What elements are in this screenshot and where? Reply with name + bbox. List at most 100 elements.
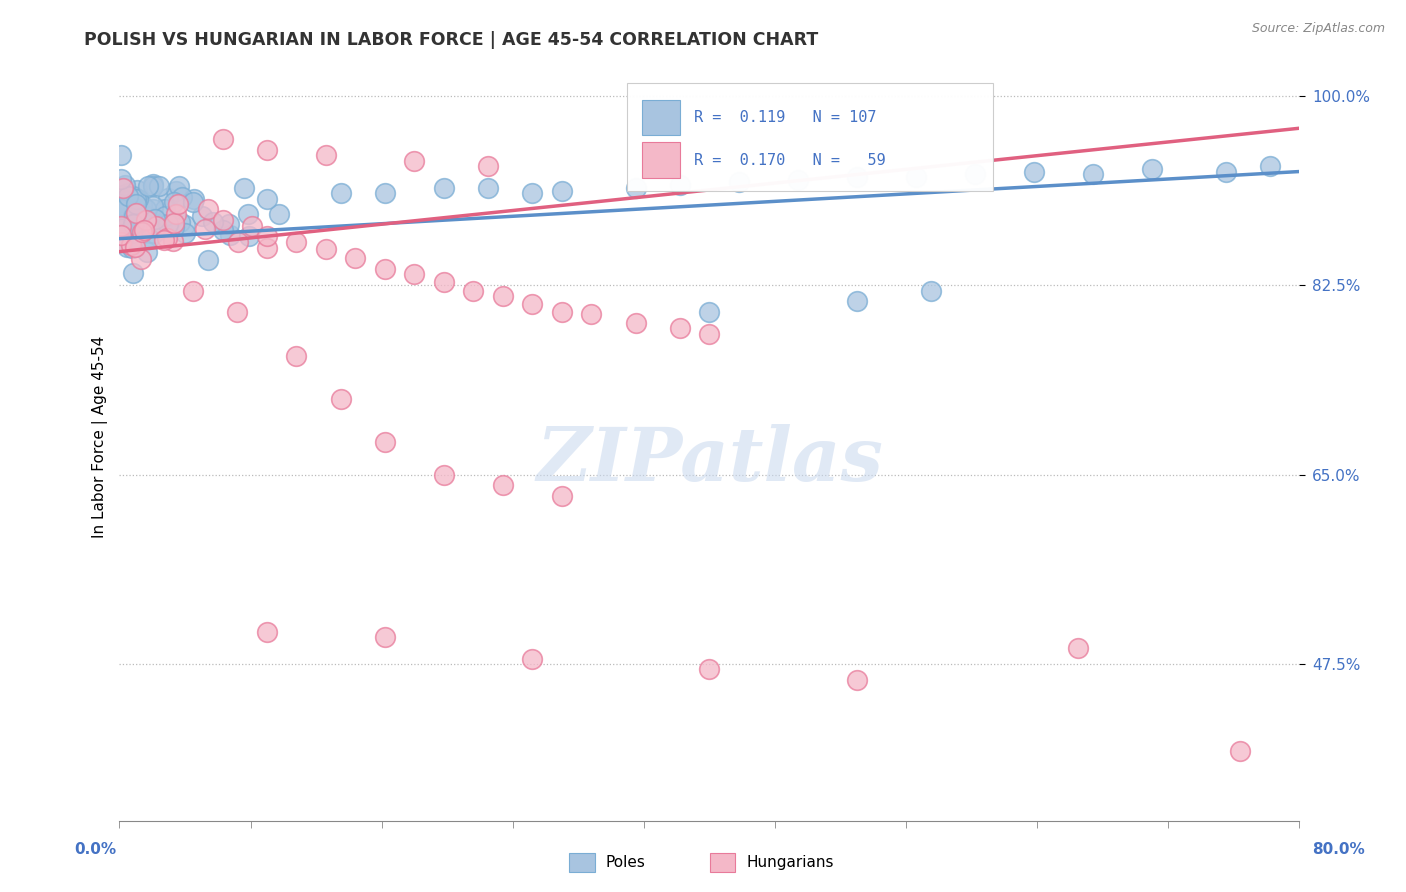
Point [169,215,191,229]
Point [142,198,165,212]
Point [135,209,157,223]
Point [699,663,721,677]
Point [477,159,499,173]
Point [153,209,176,223]
Point [153,233,176,247]
Text: 80.0%: 80.0% [1312,842,1365,856]
Point [433,181,456,195]
Point [522,651,544,665]
Point [114,211,136,225]
Point [112,199,135,213]
Point [699,326,721,341]
Point [1229,744,1251,758]
Point [173,226,195,240]
Point [285,235,308,249]
Point [131,198,153,212]
Point [110,204,132,219]
Point [197,202,219,217]
Point [581,307,603,321]
Point [845,673,868,688]
Point [165,207,187,221]
Point [315,243,337,257]
Point [125,218,148,232]
Point [129,215,152,229]
Point [174,218,197,232]
Point [194,221,217,235]
Point [374,630,396,644]
Point [121,241,143,255]
Point [315,148,337,162]
Point [167,178,190,193]
FancyBboxPatch shape [627,83,993,191]
Point [122,209,145,223]
Point [162,234,184,248]
Point [114,178,136,193]
Point [110,227,132,242]
Point [226,305,249,319]
Point [136,178,159,193]
Point [904,169,927,184]
Point [135,212,157,227]
Point [135,202,157,216]
Point [920,284,942,298]
Point [551,489,574,503]
Point [110,202,132,216]
Point [115,194,138,209]
Point [125,192,148,206]
Point [170,190,193,204]
Point [156,217,179,231]
Point [256,143,278,157]
Point [1140,162,1163,177]
Point [624,316,647,330]
Point [117,218,139,232]
Point [163,216,186,230]
Point [256,241,278,255]
Point [232,181,254,195]
Text: R =  0.119   N = 107: R = 0.119 N = 107 [695,111,876,125]
Point [963,167,986,181]
Point [110,148,132,162]
Point [1081,167,1104,181]
Point [129,220,152,235]
Point [551,305,574,319]
Point [132,223,155,237]
Point [112,202,135,216]
Point [669,321,692,335]
Point [374,435,396,450]
Point [138,232,160,246]
Point [115,186,138,201]
Point [787,173,810,187]
Text: R =  0.170   N =   59: R = 0.170 N = 59 [695,153,886,168]
Point [112,228,135,243]
Point [125,206,148,220]
Text: 0.0%: 0.0% [75,842,117,856]
Point [153,202,176,216]
Point [522,296,544,310]
Point [191,209,214,223]
Point [141,179,163,194]
Bar [643,143,681,178]
Point [845,294,868,309]
Point [125,197,148,211]
Point [197,252,219,267]
Point [404,268,426,282]
Point [522,186,544,201]
Point [115,239,138,253]
Point [110,172,132,186]
Point [1258,159,1281,173]
Point [404,153,426,168]
Y-axis label: In Labor Force | Age 45-54: In Labor Force | Age 45-54 [93,335,108,538]
Point [1067,640,1090,655]
Point [344,251,367,265]
Point [124,240,146,254]
Point [669,178,692,192]
Point [111,221,134,235]
Point [238,228,260,243]
Bar [643,100,681,136]
Point [122,217,145,231]
Point [218,217,240,231]
Point [183,192,205,206]
Point [135,245,157,260]
Point [845,169,868,184]
Point [219,228,242,243]
